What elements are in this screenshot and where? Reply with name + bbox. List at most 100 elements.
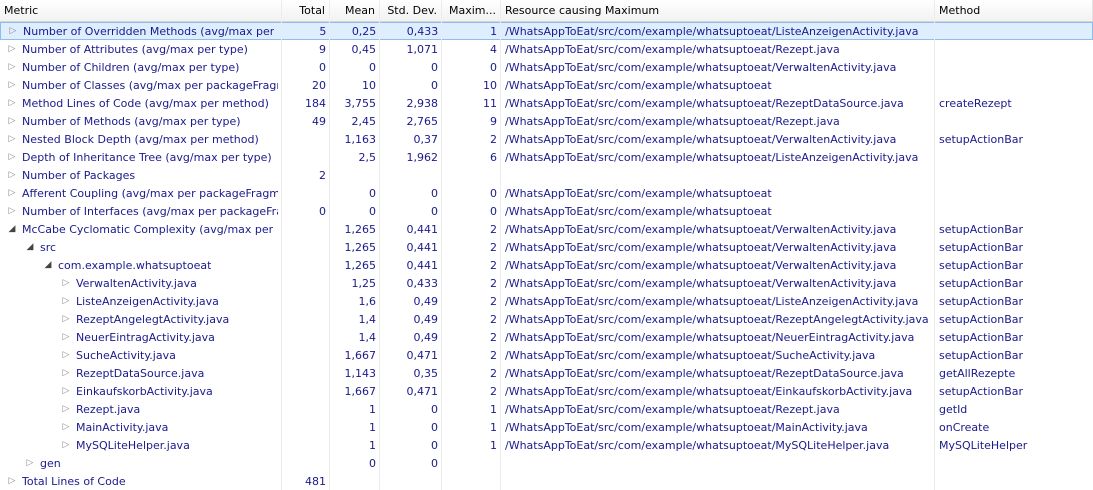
metric-cell: ▷ Number of Overridden Methods (avg/max p… — [1, 23, 282, 39]
table-row[interactable]: ▷ Method Lines of Code (avg/max per metho… — [0, 94, 1093, 112]
table-row[interactable]: ▷ ListeAnzeigenActivity.java 1,6 0,49 2/What… — [0, 292, 1093, 310]
table-row[interactable]: ▷ Number of Children (avg/max per type) 0 0… — [0, 58, 1093, 76]
table-row[interactable]: ▷ RezeptAngelegtActivity.java 1,4 0,49 2/Wha… — [0, 310, 1093, 328]
expand-arrow-right-icon[interactable]: ▷ — [62, 422, 70, 432]
table-row[interactable]: ▷ Nested Block Depth (avg/max per method)… — [0, 130, 1093, 148]
mean-cell: 1,265 — [344, 240, 377, 254]
column-divider — [329, 0, 330, 490]
method-cell: setupActionBar — [939, 294, 1024, 308]
expand-arrow-right-icon[interactable]: ▷ — [8, 152, 16, 162]
metric-cell: ▷ Nested Block Depth (avg/max per method) — [0, 130, 282, 148]
expand-arrow-right-icon[interactable]: ▷ — [62, 332, 70, 342]
std-dev-cell: 0,471 — [406, 384, 439, 398]
table-row[interactable]: ▷ Total Lines of Code 481 — [0, 472, 1093, 490]
std-dev-cell: 0,441 — [406, 222, 439, 236]
table-row[interactable]: ▷ Number of Overridden Methods (avg/max p… — [0, 22, 1093, 40]
resource-cell: /WhatsAppToEat/src/com/example/whatsupto… — [505, 150, 919, 164]
table-row[interactable]: ▷ VerwaltenActivity.java 1,25 0,433 2/WhatsA… — [0, 274, 1093, 292]
total-cell — [282, 148, 330, 166]
column-header-mean[interactable]: Mean — [330, 0, 380, 21]
table-row[interactable]: ▷ Afferent Coupling (avg/max per packageF… — [0, 184, 1093, 202]
mean-cell: 1 — [369, 438, 376, 452]
table-row[interactable]: ▷ Number of Interfaces (avg/max per packa… — [0, 202, 1093, 220]
column-divider — [934, 0, 935, 490]
column-header-method[interactable]: Method — [935, 0, 1093, 21]
method-cell — [935, 202, 1093, 220]
expand-arrow-right-icon[interactable]: ▷ — [62, 350, 70, 360]
table-row[interactable]: ▷ MainActivity.java 1 0 1/WhatsAppToEat/src/… — [0, 418, 1093, 436]
maximum-cell: 4 — [490, 42, 497, 56]
table-row[interactable]: ◢ src 1,265 0,441 2/WhatsAppToEat/src/com/ex… — [0, 238, 1093, 256]
expand-arrow-right-icon[interactable]: ▷ — [9, 26, 17, 36]
total-cell: 5 — [319, 24, 327, 38]
expand-arrow-right-icon[interactable]: ▷ — [62, 368, 70, 378]
maximum-cell: 2 — [490, 276, 497, 290]
table-row[interactable]: ▷ SucheActivity.java 1,667 0,471 2/WhatsAppT… — [0, 346, 1093, 364]
expand-arrow-right-icon[interactable]: ▷ — [62, 440, 70, 450]
total-cell — [282, 418, 330, 436]
expand-arrow-right-icon[interactable]: ▷ — [8, 116, 16, 126]
metric-cell: ▷ RezeptAngelegtActivity.java — [0, 310, 282, 328]
table-row[interactable]: ▷ Number of Classes (avg/max per packageF… — [0, 76, 1093, 94]
metric-cell: ▷ EinkaufskorbActivity.java — [0, 382, 282, 400]
table-row[interactable]: ◢ McCabe Cyclomatic Complexity (avg/max p… — [0, 220, 1093, 238]
table-row[interactable]: ◢ com.example.whatsuptoeat 1,265 0,441 2/Wha… — [0, 256, 1093, 274]
expand-arrow-down-icon[interactable]: ◢ — [44, 260, 52, 270]
expand-arrow-right-icon[interactable]: ▷ — [62, 386, 70, 396]
maximum-cell: 2 — [490, 348, 497, 362]
expand-arrow-right-icon[interactable]: ▷ — [8, 188, 16, 198]
resource-cell: /WhatsAppToEat/src/com/example/whatsupto… — [505, 240, 897, 254]
table-row[interactable]: ▷ Number of Attributes (avg/max per type)… — [0, 40, 1093, 58]
metric-label: Number of Children (avg/max per type) — [22, 60, 240, 74]
table-row[interactable]: ▷ EinkaufskorbActivity.java 1,667 0,471 2/Wh… — [0, 382, 1093, 400]
mean-cell: 2,5 — [358, 150, 377, 164]
expand-arrow-right-icon[interactable]: ▷ — [62, 278, 70, 288]
metric-cell: ▷ Number of Methods (avg/max per type) — [0, 112, 282, 130]
resource-cell: /WhatsAppToEat/src/com/example/whatsupto… — [505, 60, 897, 74]
metric-cell: ▷ Number of Interfaces (avg/max per packa… — [0, 202, 282, 220]
maximum-cell: 0 — [490, 186, 497, 200]
method-cell — [935, 184, 1093, 202]
expand-arrow-right-icon[interactable]: ▷ — [8, 170, 16, 180]
metric-cell: ▷ Depth of Inheritance Tree (avg/max per … — [0, 148, 282, 166]
expand-arrow-right-icon[interactable]: ▷ — [62, 314, 70, 324]
metric-label: src — [40, 240, 57, 254]
expand-arrow-right-icon[interactable]: ▷ — [62, 296, 70, 306]
column-header-total[interactable]: Total — [282, 0, 330, 21]
expand-arrow-right-icon[interactable]: ▷ — [8, 80, 16, 90]
table-row[interactable]: ▷ Number of Packages 2 — [0, 166, 1093, 184]
table-row[interactable]: ▷ Number of Methods (avg/max per type) 49 2… — [0, 112, 1093, 130]
table-row[interactable]: ▷ NeuerEintragActivity.java 1,4 0,49 2/Whats… — [0, 328, 1093, 346]
total-cell — [282, 256, 330, 274]
column-header-std-dev[interactable]: Std. Dev. — [380, 0, 442, 21]
expand-arrow-right-icon[interactable]: ▷ — [62, 404, 70, 414]
expand-arrow-right-icon[interactable]: ▷ — [8, 62, 16, 72]
method-cell — [934, 23, 1092, 39]
expand-arrow-right-icon[interactable]: ▷ — [8, 98, 16, 108]
expand-arrow-down-icon[interactable]: ◢ — [8, 224, 16, 234]
table-row[interactable]: ▷ gen 0 0 — [0, 454, 1093, 472]
expand-arrow-right-icon[interactable]: ▷ — [8, 476, 16, 486]
expand-arrow-right-icon[interactable]: ▷ — [26, 458, 34, 468]
expand-arrow-right-icon[interactable]: ▷ — [8, 134, 16, 144]
metric-cell: ▷ MainActivity.java — [0, 418, 282, 436]
table-row[interactable]: ▷ MySQLiteHelper.java 1 0 1/WhatsAppToEat/sr… — [0, 436, 1093, 454]
table-row[interactable]: ▷ Depth of Inheritance Tree (avg/max per … — [0, 148, 1093, 166]
expand-arrow-down-icon[interactable]: ◢ — [26, 242, 34, 252]
table-row[interactable]: ▷ Rezept.java 1 0 1/WhatsAppToEat/src/com/ex… — [0, 400, 1093, 418]
column-header-metric[interactable]: Metric — [0, 0, 282, 21]
expand-arrow-right-icon[interactable]: ▷ — [8, 206, 16, 216]
method-cell: setupActionBar — [939, 312, 1024, 326]
std-dev-cell: 0,49 — [413, 312, 439, 326]
total-cell: 0 — [319, 204, 326, 218]
maximum-cell: 2 — [490, 330, 497, 344]
column-header-resource[interactable]: Resource causing Maximum — [501, 0, 935, 21]
expand-arrow-right-icon[interactable]: ▷ — [8, 44, 16, 54]
metric-label: MainActivity.java — [76, 420, 169, 434]
metric-label: Number of Methods (avg/max per type) — [22, 114, 241, 128]
metric-cell: ▷ Number of Packages — [0, 166, 282, 184]
total-cell — [282, 454, 330, 472]
column-header-maximum[interactable]: Maxim... — [442, 0, 501, 21]
std-dev-cell: 0,37 — [413, 132, 439, 146]
table-row[interactable]: ▷ RezeptDataSource.java 1,143 0,35 2/WhatsAp… — [0, 364, 1093, 382]
